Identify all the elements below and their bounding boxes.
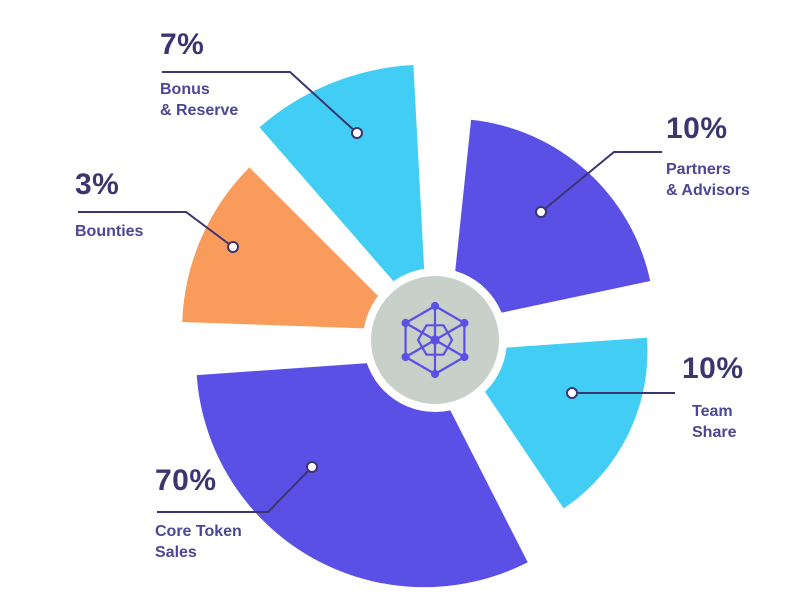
leader-lines bbox=[78, 71, 675, 513]
pie-slice-partners[interactable] bbox=[449, 119, 651, 324]
category-label: Partners & Advisors bbox=[666, 160, 750, 200]
leader-marker-core bbox=[306, 461, 318, 473]
pie-slice-bonus[interactable] bbox=[259, 65, 427, 320]
percent-label: 3% bbox=[75, 168, 120, 201]
category-label: Team Share bbox=[692, 402, 737, 442]
percent-label: 70% bbox=[155, 464, 217, 497]
leader-line-bonus bbox=[162, 71, 358, 134]
percent-label: 7% bbox=[160, 28, 205, 61]
pie-slice-team[interactable] bbox=[457, 337, 648, 509]
leader-marker-bonus bbox=[351, 127, 363, 139]
leader-marker-team bbox=[566, 387, 578, 399]
callout-bonus-reserve: 7% Bonus & Reserve bbox=[160, 28, 238, 122]
leader-marker-bounties bbox=[227, 241, 239, 253]
percent-label: 10% bbox=[666, 112, 728, 145]
category-label: Bonus & Reserve bbox=[160, 80, 239, 120]
pie-slices bbox=[182, 65, 651, 588]
logo-inner-hexagon bbox=[416, 324, 454, 356]
leader-marker-partners bbox=[535, 206, 547, 218]
leader-line-core bbox=[157, 466, 313, 513]
category-label: Bounties bbox=[75, 222, 144, 240]
pie-slice-core[interactable] bbox=[196, 359, 528, 588]
callout-partners-advisors: 10% Partners & Advisors bbox=[666, 112, 750, 202]
category-label: Core Token Sales bbox=[155, 522, 242, 562]
logo-nodes bbox=[401, 301, 469, 379]
pie-slice-bounties[interactable] bbox=[182, 167, 413, 330]
callout-core-token-sales: 70% Core Token Sales bbox=[155, 464, 242, 564]
leader-line-bounties bbox=[78, 211, 234, 248]
callout-bounties: 3% Bounties bbox=[75, 168, 143, 242]
leader-line-partners bbox=[540, 151, 662, 213]
logo-spokes bbox=[405, 306, 465, 374]
percent-label: 10% bbox=[682, 352, 744, 385]
callout-team-share: 10% Team Share bbox=[682, 352, 744, 444]
center-logo-icon bbox=[401, 301, 469, 379]
